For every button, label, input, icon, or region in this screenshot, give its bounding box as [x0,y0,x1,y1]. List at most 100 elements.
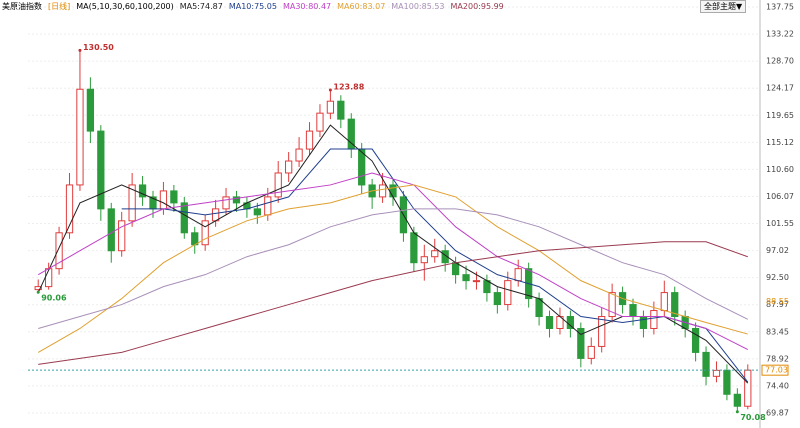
candle-body [389,184,397,198]
candle-body [545,316,554,329]
y-tick-label: 92.50 [766,273,789,282]
candle-body [431,250,439,258]
candle-body [55,232,63,270]
candle-body [441,250,449,264]
candle-body [410,232,418,264]
price-tag [761,364,789,376]
y-tick-label: 74.40 [766,381,789,390]
candle-body [650,310,658,329]
title: 美原油指数 [2,1,42,11]
annotation: 70.08 [740,413,766,422]
candle-body [691,327,700,353]
candle-body [253,208,261,216]
candle-body [493,292,501,306]
annotation-dot [78,48,82,52]
candle-body [201,220,209,246]
candle-body [671,292,679,318]
candle-body [472,280,481,283]
y-tick-label: 101.55 [766,219,794,228]
annotation: 90.06 [41,294,67,303]
annotation-dot [36,290,40,294]
candle-body [264,196,272,216]
legend-entry: MA60:83.07 [337,1,386,11]
candle-body [577,327,585,359]
candle-body [76,88,84,186]
candle-body [514,268,522,282]
price-label: 77.03 [765,366,788,375]
candle-body [222,196,230,210]
candle-body [744,369,752,407]
y-tick-label: 87.97 [766,300,789,309]
y-tick-label: 128.70 [766,57,794,66]
y-tick-label: 137.75 [766,3,794,12]
candle-body [723,369,731,395]
candle-body [170,190,178,204]
ma-line [37,124,749,384]
theme-button[interactable]: 全部主题▼ [700,0,747,13]
candle-body [629,304,637,318]
legend-entry: MA30:80.47 [282,1,332,11]
y-tick-label: 83.45 [766,327,789,336]
candle-body [128,184,136,222]
candle-body [180,202,188,234]
y-tick-label: 119.65 [766,111,794,120]
y-tick-label: 110.60 [766,165,794,174]
candle-body [65,184,74,234]
y-tick-label: 115.12 [766,138,794,147]
ma-line [38,241,748,365]
y-tick-label: 97.02 [766,246,789,255]
legend-entry: MA5:74.87 [179,1,223,11]
candle-body [660,292,668,312]
period: [日线] [48,1,71,11]
candle-body [733,393,741,407]
ma-params: MA(5,10,30,60,100,200) [76,1,174,11]
candle-body [86,88,95,132]
candle-body [316,112,324,132]
y-tick-label: 124.17 [766,84,794,93]
candle-body [232,196,241,204]
ma-line [121,148,749,383]
y-tick-label: 69.87 [766,409,789,418]
candle-body [535,298,543,318]
candle-body [712,369,721,377]
header: 美原油指数 [日线] MA(5,10,30,60,100,200) MA5:74… [0,0,800,12]
candle-body [159,190,168,210]
ma-line [37,184,748,353]
annotation: 123.88 [333,82,364,91]
candle-body [504,280,512,306]
candle-body [295,148,303,162]
candle-body [420,256,428,264]
candle-body [138,184,147,198]
legend-entry: MA100:85.53 [391,1,445,11]
candle-body [305,130,314,150]
candle-body [587,345,595,359]
y-tick-label: 106.07 [766,192,794,201]
candle-body [378,184,387,198]
candle-body [702,351,710,377]
annotation-dot [735,410,739,414]
legend-entry: MA200:95.99 [450,1,504,11]
candle-body [45,268,53,288]
candle-body [118,220,126,252]
annotation: 130.50 [83,43,114,52]
candle-body [639,316,648,329]
ma-line [38,208,749,329]
candle-body [598,316,606,347]
ma-line [37,172,749,351]
candle-body [107,208,115,252]
y-tick-label: 133.22 [766,30,794,39]
candle-body [608,292,616,318]
annotation-dot [328,88,332,92]
candle-body [566,316,575,329]
candle-body [462,274,470,282]
candle-body [337,100,345,120]
candle-body [285,160,293,174]
candle-body [97,130,105,210]
candle-body [326,100,335,114]
candle-body [274,172,282,198]
y-tick-label: 78.92 [766,354,789,363]
side-label: 88.55 [766,297,789,306]
